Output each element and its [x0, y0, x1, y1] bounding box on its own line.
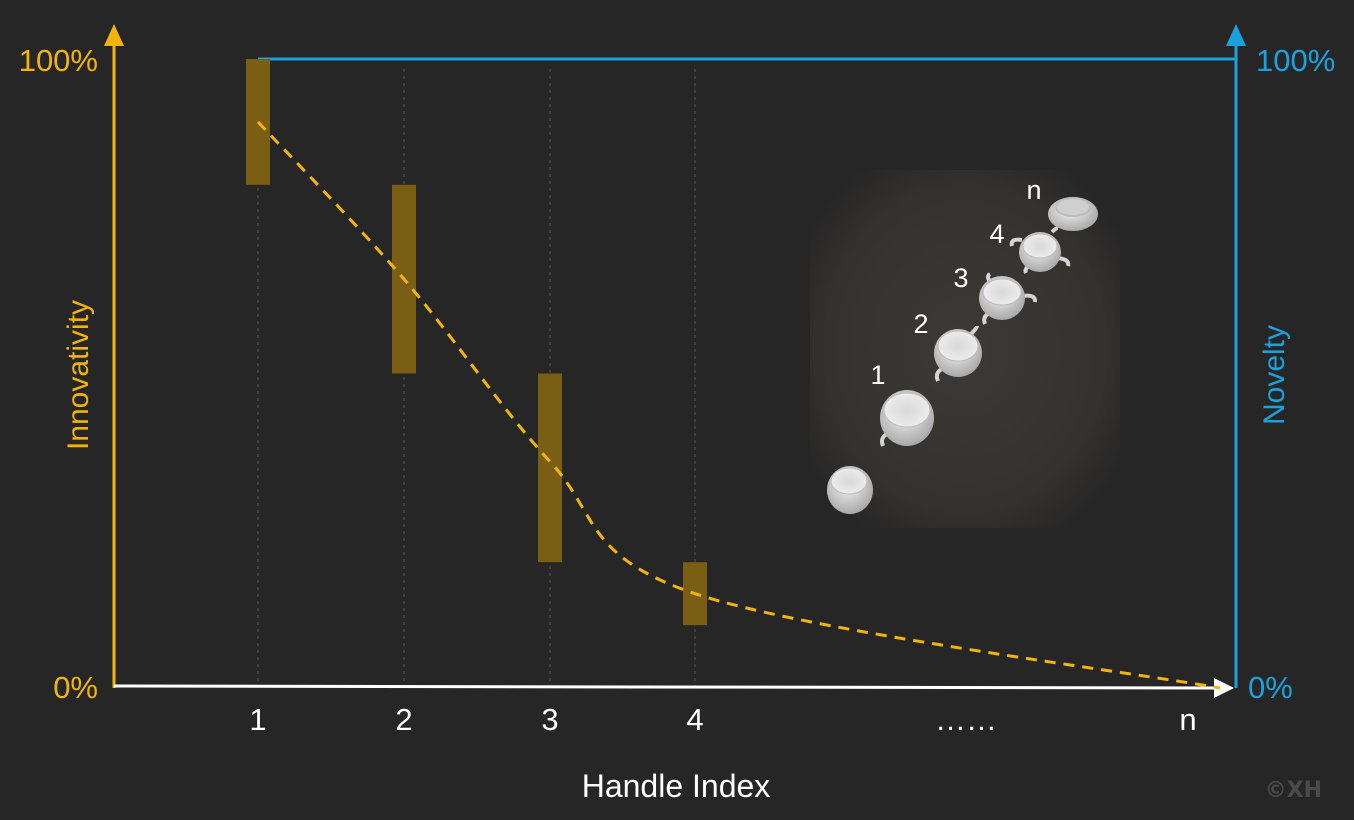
right-axis-arrowhead [1226, 24, 1246, 46]
x-axis-arrowhead [1214, 678, 1234, 698]
x-axis-label: Handle Index [582, 768, 771, 804]
x-tick-4: 4 [686, 702, 703, 737]
x-tick-labels: 1 2 3 4 …… n [249, 702, 1196, 737]
inset-label-2: 2 [913, 309, 928, 339]
inset-label-3: 3 [953, 263, 968, 293]
watermark: ©XH [1265, 778, 1322, 803]
index-guide-lines [257, 69, 696, 688]
x-tick-2: 2 [395, 702, 412, 737]
x-tick-n: n [1179, 702, 1196, 737]
cup-four-handle-image [1009, 226, 1071, 274]
x-tick-3: 3 [541, 702, 558, 737]
left-axis-label: Innovativity [62, 300, 95, 450]
inset-label-n: n [1026, 175, 1041, 205]
x-axis [113, 684, 1219, 690]
left-tick-100: 100% [19, 43, 98, 78]
right-axis-label: Novelty [1258, 325, 1291, 425]
left-axis-arrowhead [104, 24, 124, 46]
inset-label-4: 4 [989, 219, 1004, 249]
cup-three-handle-image [979, 272, 1038, 325]
cup-one-handle-image [880, 390, 934, 447]
cup-no-handle-image [827, 466, 873, 514]
cups-inset: 1 2 3 4 n [810, 170, 1120, 528]
innovativity-bars [246, 59, 707, 626]
cup-ring-handle-image [1048, 197, 1098, 231]
x-tick-1: 1 [249, 702, 266, 737]
right-tick-0: 0% [1248, 670, 1293, 705]
inset-label-1: 1 [870, 360, 885, 390]
right-tick-100: 100% [1256, 43, 1335, 78]
bar-3 [538, 373, 562, 563]
x-tick-ellipsis: …… [935, 702, 997, 737]
left-tick-0: 0% [53, 670, 98, 705]
cup-two-handle-image [934, 325, 982, 382]
